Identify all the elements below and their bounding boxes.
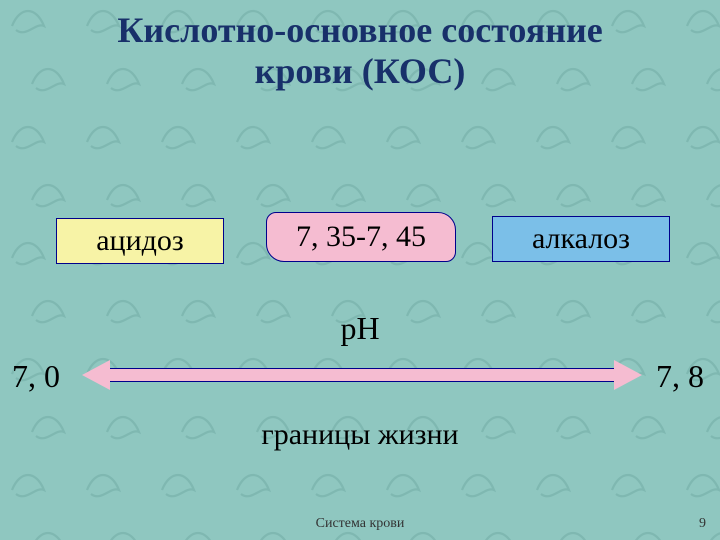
caption-label: границы жизни [0, 418, 720, 452]
alkalosis-box: алкалоз [492, 216, 670, 262]
alkalosis-label: алкалоз [532, 222, 630, 256]
footer-label: Система крови [0, 516, 720, 532]
page-number: 9 [699, 516, 706, 532]
double-arrow [82, 360, 642, 390]
scale-left-value: 7, 0 [12, 358, 60, 395]
acidosis-box: ацидоз [56, 218, 224, 264]
normal-range-label: 7, 35-7, 45 [296, 220, 426, 254]
slide-content: Кислотно-основное состояние крови (КОС) … [0, 0, 720, 540]
slide-title: Кислотно-основное состояние крови (КОС) [0, 10, 720, 93]
ph-label: pH [0, 310, 720, 347]
scale-right-value: 7, 8 [656, 358, 704, 395]
normal-range-box: 7, 35-7, 45 [266, 212, 456, 262]
arrow-body [110, 368, 614, 382]
acidosis-label: ацидоз [96, 224, 184, 258]
title-line2: крови (КОС) [0, 51, 720, 92]
arrow-head-left-icon [82, 360, 110, 390]
title-line1: Кислотно-основное состояние [0, 10, 720, 51]
arrow-head-right-icon [614, 360, 642, 390]
